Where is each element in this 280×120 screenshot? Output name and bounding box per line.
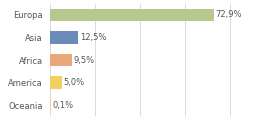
Text: 0,1%: 0,1% [52,101,74,110]
Text: 72,9%: 72,9% [216,10,242,19]
Bar [50,54,72,66]
Bar [50,76,62,89]
Text: 12,5%: 12,5% [80,33,107,42]
Bar [50,9,214,21]
Bar [50,31,78,44]
Text: 9,5%: 9,5% [73,55,95,65]
Text: 5,0%: 5,0% [63,78,85,87]
